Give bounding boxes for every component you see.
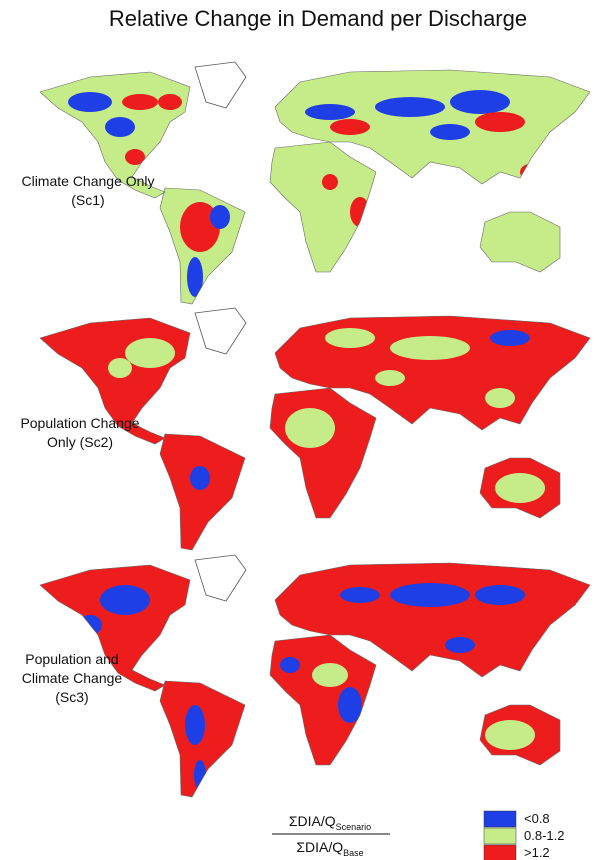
greenland	[194, 307, 247, 355]
formula-text: ΣDIA/Q	[296, 839, 343, 855]
legend-swatch	[483, 810, 517, 828]
coastline	[479, 211, 561, 273]
formula-subscript: Base	[343, 848, 364, 858]
coastline	[269, 387, 377, 519]
coastline	[39, 564, 191, 692]
coastline	[159, 433, 246, 551]
panel-label: Only (Sc2)	[47, 434, 113, 450]
legend-swatch	[483, 844, 517, 860]
region-patch	[430, 124, 470, 140]
greenland	[194, 554, 247, 602]
panel-label: (Sc3)	[55, 689, 88, 705]
region-patch	[312, 663, 348, 687]
region-patch	[322, 174, 338, 190]
coastline	[159, 680, 246, 798]
figure-title: Relative Change in Demand per Discharge	[109, 6, 527, 31]
coastline	[159, 187, 246, 305]
legend-label: >1.2	[524, 845, 550, 860]
coastline	[274, 562, 591, 678]
region-patch	[475, 112, 525, 132]
region-patch	[305, 104, 355, 120]
region-patch	[158, 94, 182, 110]
coastline	[39, 317, 191, 445]
region-patch	[210, 205, 230, 229]
region-patch	[125, 149, 145, 165]
region-patch	[105, 117, 135, 137]
region-patch	[495, 473, 545, 503]
region-patch	[375, 370, 405, 386]
region-patch	[390, 583, 470, 607]
coastline	[269, 141, 377, 273]
formula-denominator: ΣDIA/QBase	[296, 839, 363, 858]
panel-label: Population Change	[20, 415, 139, 431]
region-patch	[185, 705, 205, 745]
region-patch	[194, 760, 206, 790]
region-patch	[450, 90, 510, 114]
panel-label: (Sc1)	[71, 192, 104, 208]
coastline	[479, 457, 561, 519]
region-patch	[475, 585, 525, 605]
region-patch	[340, 587, 380, 603]
region-patch	[445, 637, 475, 653]
region-patch	[125, 338, 175, 368]
greenland	[194, 61, 247, 109]
region-patch	[187, 257, 203, 297]
world-map	[39, 307, 591, 551]
formula-numerator: ΣDIA/QScenario	[289, 813, 371, 832]
coastline	[274, 315, 591, 431]
region-patch	[280, 657, 300, 673]
panel-label: Climate Change Only	[21, 173, 154, 189]
coastline	[39, 71, 191, 199]
region-patch	[485, 388, 515, 408]
formula-subscript: Scenario	[336, 822, 372, 832]
panel-label: Population and	[25, 651, 118, 667]
region-patch	[390, 336, 470, 360]
region-patch	[180, 202, 220, 252]
region-patch	[485, 720, 535, 750]
coastline	[269, 634, 377, 766]
region-patch	[375, 97, 445, 117]
region-patch	[122, 94, 158, 110]
legend-swatch	[483, 827, 517, 845]
panel-label: Climate Change	[22, 670, 123, 686]
formula-text: ΣDIA/Q	[289, 813, 336, 829]
region-patch	[490, 330, 530, 346]
region-patch	[285, 408, 335, 448]
region-patch	[108, 358, 132, 378]
region-patch	[338, 687, 362, 723]
legend-label: 0.8-1.2	[524, 828, 564, 843]
region-patch	[520, 164, 540, 180]
legend-label: <0.8	[524, 811, 550, 826]
land-fill	[40, 316, 590, 550]
coastline	[479, 704, 561, 766]
region-patch	[325, 328, 375, 348]
region-patch	[68, 92, 112, 112]
region-patch	[100, 585, 150, 615]
region-patch	[190, 466, 210, 490]
region-patch	[330, 119, 370, 135]
coastline	[274, 69, 591, 185]
